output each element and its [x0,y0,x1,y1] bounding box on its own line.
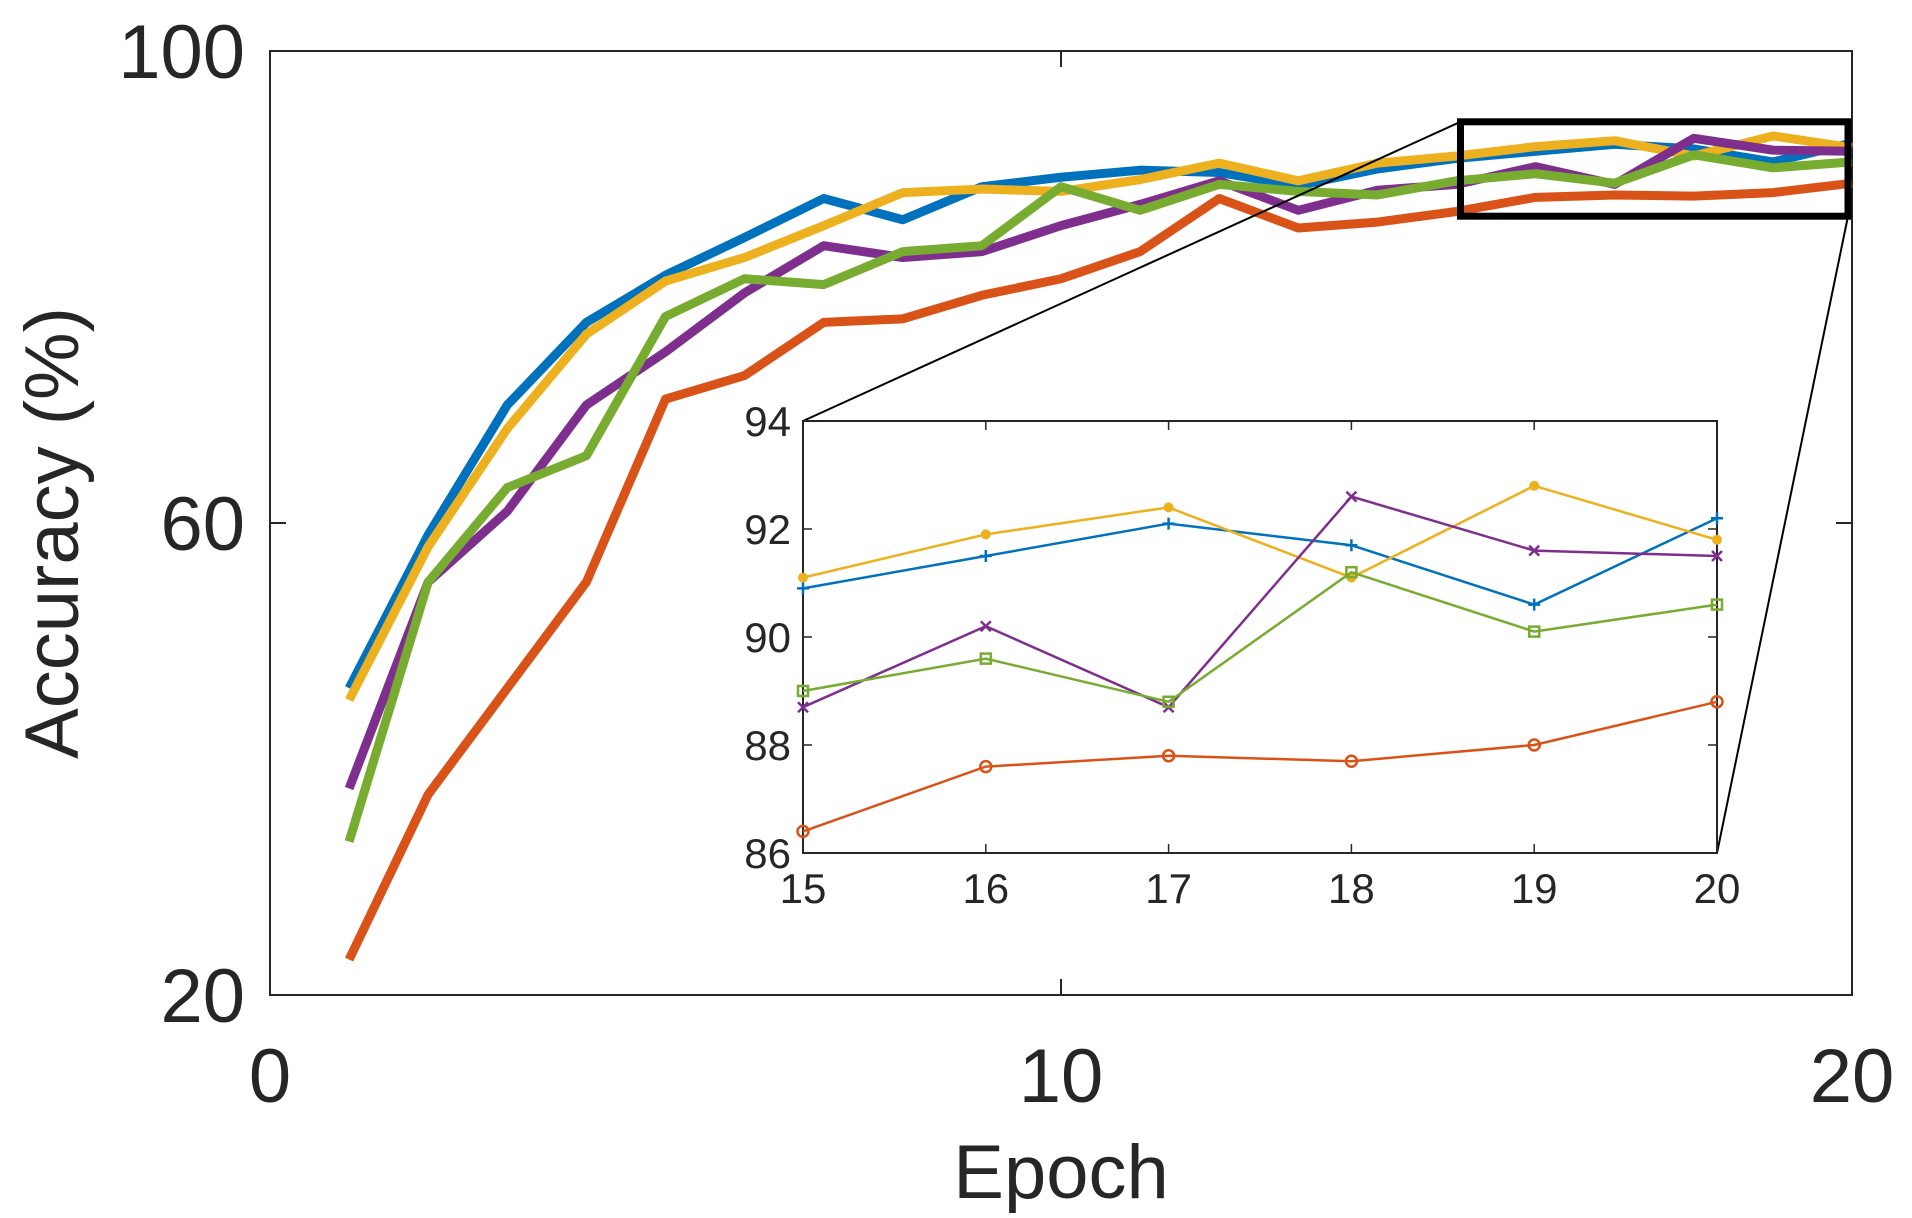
inset-series-orange-point [1710,695,1724,709]
zoom-connector-top [802,120,1461,422]
inset-series-orange-point [979,759,993,774]
inset-series-yellow-point [1529,480,1540,491]
inset-series-group [796,480,1724,839]
inset-series-orange-point [1344,754,1359,768]
inset-series-green-point [1162,695,1175,709]
inset-y-tick-label: 90 [744,614,791,661]
main-y-axis-label: Accuracy (%) [10,307,95,759]
main-y-tick-label: 60 [160,482,245,567]
inset-series-purple-point [979,620,992,633]
inset-series-yellow-line [802,484,1718,579]
zoom-box [1457,118,1852,220]
main-x-tick-label: 0 [249,1034,291,1119]
inset-series-blue-point [797,582,809,595]
main-series-group [344,131,1854,962]
inset-series-blue-point [979,550,992,562]
main-x-tick-label: 10 [1019,1034,1104,1119]
inset-series-blue-point [1345,539,1358,552]
inset-x-tick-label: 19 [1511,865,1558,912]
main-y-tick-label: 20 [160,954,245,1039]
inset-series-blue-point [1162,517,1175,530]
main-x-axis-label: Epoch [953,1130,1169,1213]
zoom-connector-bottom [1716,215,1849,854]
inset-series-orange-point [1161,749,1176,763]
inset-y-tick-label: 94 [744,398,791,445]
inset-series-orange-line [802,700,1718,833]
inset-series-purple-point [797,701,809,714]
main-series-yellow-line [345,131,1853,703]
inset-x-tick-label: 20 [1694,865,1741,912]
inset-series-purple-point [1711,550,1723,562]
main-x-tick-label: 20 [1810,1034,1895,1119]
inset-series-green-line [802,570,1718,704]
main-y-tick-label: 100 [118,10,245,95]
inset-y-tick-label: 86 [744,830,791,877]
inset-series-yellow-point [1712,534,1722,545]
inset-series-blue-line [802,517,1718,606]
inset-x-tick-label: 17 [1145,865,1192,912]
inset-series-orange-point [796,824,810,839]
zoom-indicator [802,118,1852,854]
inset-series-purple-point [1345,490,1358,503]
main-series-orange-line [345,178,1853,962]
inset-series-green-point [1710,598,1724,611]
inset-series-yellow-point [980,529,991,540]
inset-series-blue-point [1711,512,1723,525]
inset-series-green-point [796,684,810,698]
inset-y-tick-label: 88 [744,722,791,769]
inset-series-purple-line [802,495,1718,709]
inset-x-tick-label: 15 [780,865,827,912]
inset-series-yellow-point [798,572,808,583]
inset-x-tick-label: 16 [962,865,1009,912]
inset-series-green-point [979,652,993,665]
inset-x-tick-label: 18 [1328,865,1375,912]
inset-series-green-point [1527,625,1541,638]
inset-plot: 15 16 17 18 19 20 86 88 90 92 94 [744,398,1740,912]
inset-series-blue-point [1528,598,1541,611]
inset-y-tick-label: 92 [744,506,791,553]
inset-series-green-point [1345,565,1358,579]
inset-series-yellow-point [1163,502,1174,513]
inset-series-purple-point [1528,544,1541,557]
inset-series-orange-point [1527,738,1541,752]
main-series-green-line [344,150,1853,843]
